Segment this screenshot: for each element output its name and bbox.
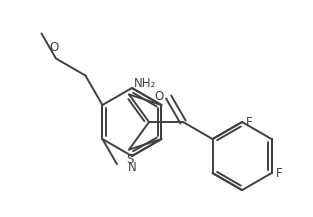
Text: N: N: [127, 161, 136, 174]
Text: NH₂: NH₂: [134, 77, 156, 90]
Text: F: F: [275, 167, 282, 180]
Text: F: F: [246, 115, 253, 128]
Text: S: S: [127, 153, 134, 166]
Text: O: O: [49, 41, 59, 54]
Text: O: O: [155, 90, 164, 104]
